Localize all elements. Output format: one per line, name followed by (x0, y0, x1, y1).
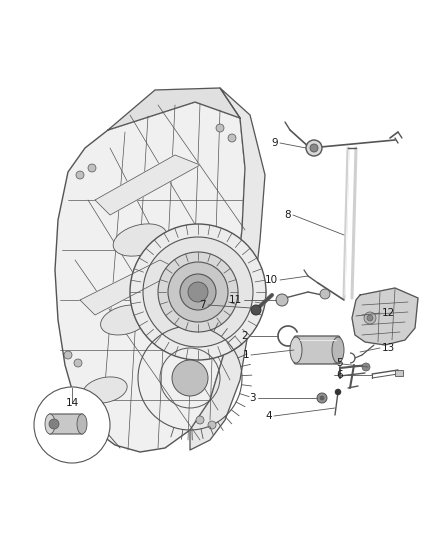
Polygon shape (95, 155, 200, 215)
Ellipse shape (77, 414, 87, 434)
Text: 8: 8 (284, 210, 291, 220)
Polygon shape (108, 88, 240, 130)
Ellipse shape (45, 414, 55, 434)
Circle shape (320, 289, 330, 299)
Circle shape (320, 396, 324, 400)
Text: 10: 10 (265, 275, 278, 285)
Circle shape (64, 351, 72, 359)
FancyBboxPatch shape (49, 414, 83, 434)
Text: 3: 3 (249, 393, 256, 403)
Circle shape (310, 144, 318, 152)
Circle shape (130, 224, 266, 360)
Circle shape (49, 419, 59, 429)
Ellipse shape (332, 337, 344, 363)
Text: 5: 5 (336, 358, 343, 368)
Ellipse shape (290, 337, 302, 363)
Text: 6: 6 (336, 370, 343, 380)
Text: 4: 4 (265, 411, 272, 421)
Text: 12: 12 (382, 308, 395, 318)
Text: 2: 2 (241, 331, 248, 341)
Circle shape (306, 140, 322, 156)
Polygon shape (80, 260, 180, 315)
Circle shape (34, 387, 110, 463)
Circle shape (335, 389, 341, 395)
Circle shape (88, 164, 96, 172)
Polygon shape (352, 288, 418, 345)
Text: 9: 9 (272, 138, 278, 148)
Ellipse shape (101, 305, 149, 335)
Circle shape (180, 274, 216, 310)
Circle shape (172, 360, 208, 396)
Circle shape (216, 124, 224, 132)
Text: 14: 14 (65, 398, 79, 408)
Text: 1: 1 (242, 350, 249, 360)
Ellipse shape (113, 224, 167, 256)
Circle shape (276, 294, 288, 306)
Polygon shape (190, 88, 265, 450)
Ellipse shape (83, 377, 127, 403)
Text: 7: 7 (199, 300, 206, 310)
Text: 13: 13 (382, 343, 395, 353)
Circle shape (228, 134, 236, 142)
Circle shape (76, 171, 84, 179)
Circle shape (188, 282, 208, 302)
Circle shape (158, 252, 238, 332)
Text: 11: 11 (229, 295, 242, 305)
Circle shape (168, 262, 228, 322)
Bar (395, 370, 403, 376)
Circle shape (367, 315, 373, 321)
Circle shape (364, 312, 376, 324)
Circle shape (143, 237, 253, 347)
Circle shape (251, 305, 261, 315)
Circle shape (196, 416, 204, 424)
Circle shape (208, 421, 216, 429)
Polygon shape (55, 102, 245, 452)
Circle shape (74, 359, 82, 367)
FancyBboxPatch shape (294, 336, 340, 364)
Circle shape (362, 363, 370, 371)
Circle shape (317, 393, 327, 403)
